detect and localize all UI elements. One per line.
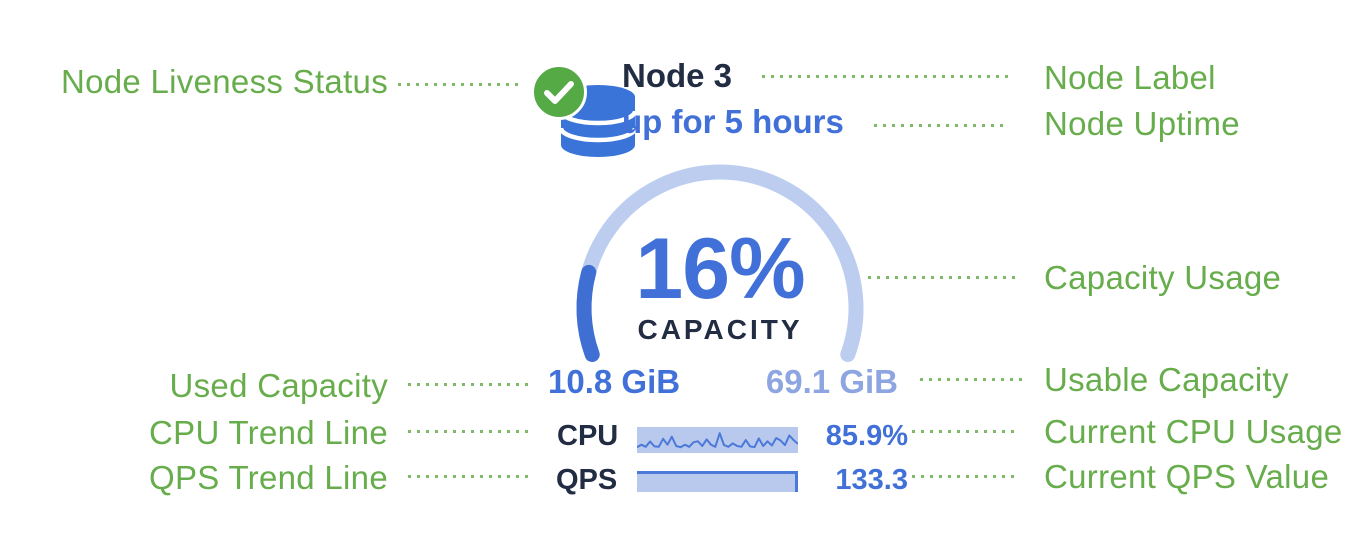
qps-label: QPS xyxy=(556,464,618,496)
leader-line-qps-value xyxy=(912,475,1020,478)
liveness-status-icon xyxy=(531,64,587,120)
usable-capacity-value: 69.1 GiB xyxy=(765,363,898,400)
leader-line-cpu-usage xyxy=(912,430,1020,433)
cpu-label: CPU xyxy=(557,420,619,452)
capacity-gauge xyxy=(576,164,864,363)
annotation-used-capacity: Used Capacity xyxy=(169,367,388,404)
leader-line-cpu-trend xyxy=(408,430,530,433)
leader-line-node-uptime xyxy=(874,124,1008,127)
node-label: Node 3 xyxy=(622,57,733,94)
check-icon xyxy=(544,81,574,104)
node-uptime: up for 5 hours xyxy=(622,103,844,140)
annotation-cpu-trend-line: CPU Trend Line xyxy=(149,414,388,451)
leader-line-capacity-usage xyxy=(868,276,1020,279)
qps-trend-bar xyxy=(637,471,798,492)
cpu-trend-path xyxy=(637,432,798,449)
annotation-current-cpu-usage: Current CPU Usage xyxy=(1044,413,1343,450)
leader-line-liveness xyxy=(398,83,518,86)
used-capacity-value: 10.8 GiB xyxy=(548,363,681,400)
cpu-value: 85.9% xyxy=(825,420,908,452)
annotation-node-label: Node Label xyxy=(1044,59,1216,96)
gauge-fill xyxy=(576,264,600,363)
leader-line-node-label xyxy=(762,75,1008,78)
leader-line-qps-trend xyxy=(408,475,530,478)
capacity-title: CAPACITY xyxy=(637,314,803,345)
cpu-sparkline xyxy=(637,427,798,453)
annotation-capacity-usage: Capacity Usage xyxy=(1044,259,1282,296)
annotation-qps-trend-line: QPS Trend Line xyxy=(148,459,388,496)
leader-line-usable-capacity xyxy=(920,378,1026,381)
annotation-current-qps-value: Current QPS Value xyxy=(1044,458,1330,495)
capacity-percent: 16% xyxy=(635,221,805,317)
annotation-node-liveness-status: Node Liveness Status xyxy=(60,63,388,100)
annotation-usable-capacity: Usable Capacity xyxy=(1044,361,1289,398)
annotation-node-uptime: Node Uptime xyxy=(1044,105,1240,142)
leader-line-used-capacity xyxy=(408,383,530,386)
qps-value: 133.3 xyxy=(835,464,908,496)
